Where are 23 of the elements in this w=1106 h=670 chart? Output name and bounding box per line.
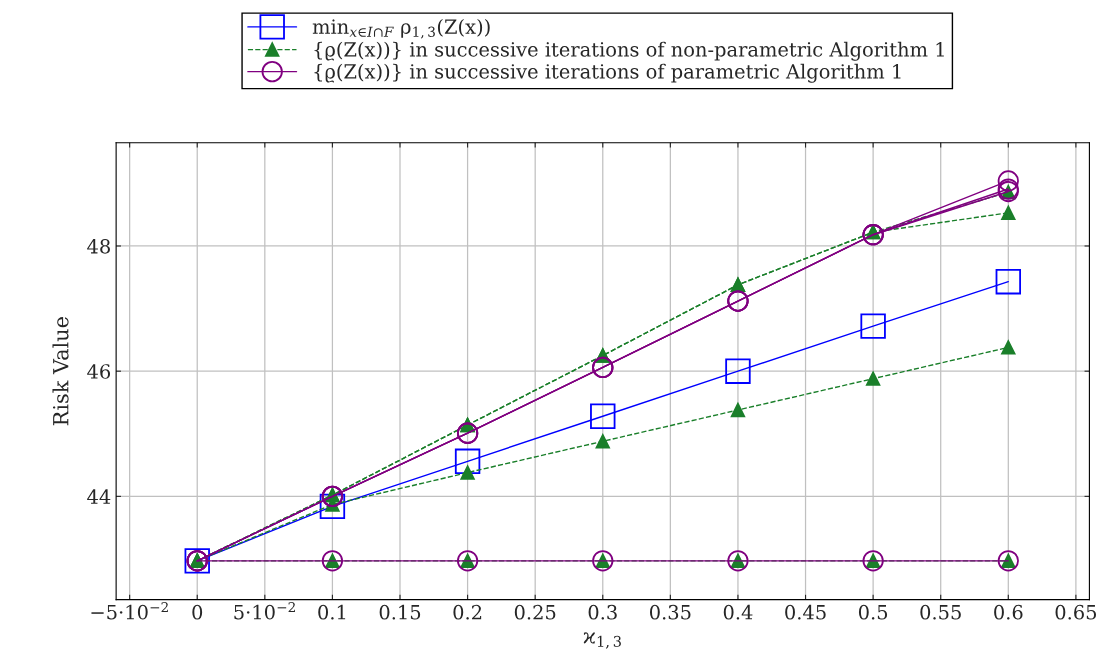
legend-label: min$_{x∈I∩F}$ ρ$_{1,3}$(Z(x)) (312, 18, 490, 39)
x-tick-label: 0.45 (785, 604, 826, 620)
x-tick-label: −5·10$^{−2}$ (91, 601, 168, 620)
y-tick-label: 48 (87, 238, 110, 254)
x-tick-label: 0.3 (588, 604, 617, 620)
x-tick-label: 0.1 (318, 604, 346, 620)
x-tick-label: 0.5 (858, 604, 888, 620)
x-tick-label: 0.55 (920, 604, 961, 620)
y-axis-title: Risk Value (52, 317, 69, 426)
x-tick-label: 0 (192, 604, 203, 620)
x-tick-label: 0.25 (514, 604, 556, 620)
legend-label: {ϱ(Z(x))} in successive iterations of parametric Algorithm 1 (314, 63, 901, 83)
legend-label: {ϱ(Z(x))} in successive iterations of non-parametric Algorithm 1 (314, 41, 944, 61)
x-tick-label: 5·10$^{−2}$ (234, 601, 295, 620)
y-tick-label: 44 (87, 489, 111, 504)
x-tick-label: 0.2 (453, 604, 482, 620)
x-tick-label: 0.6 (994, 604, 1023, 620)
y-tick-label: 46 (87, 364, 111, 379)
x-axis-title: ϰ$_{1,3}$ (583, 632, 621, 649)
x-tick-label: 0.4 (723, 604, 753, 620)
x-tick-label: 0.65 (1055, 604, 1097, 620)
x-tick-label: 0.35 (649, 604, 691, 620)
x-tick-label: 0.15 (379, 604, 421, 620)
